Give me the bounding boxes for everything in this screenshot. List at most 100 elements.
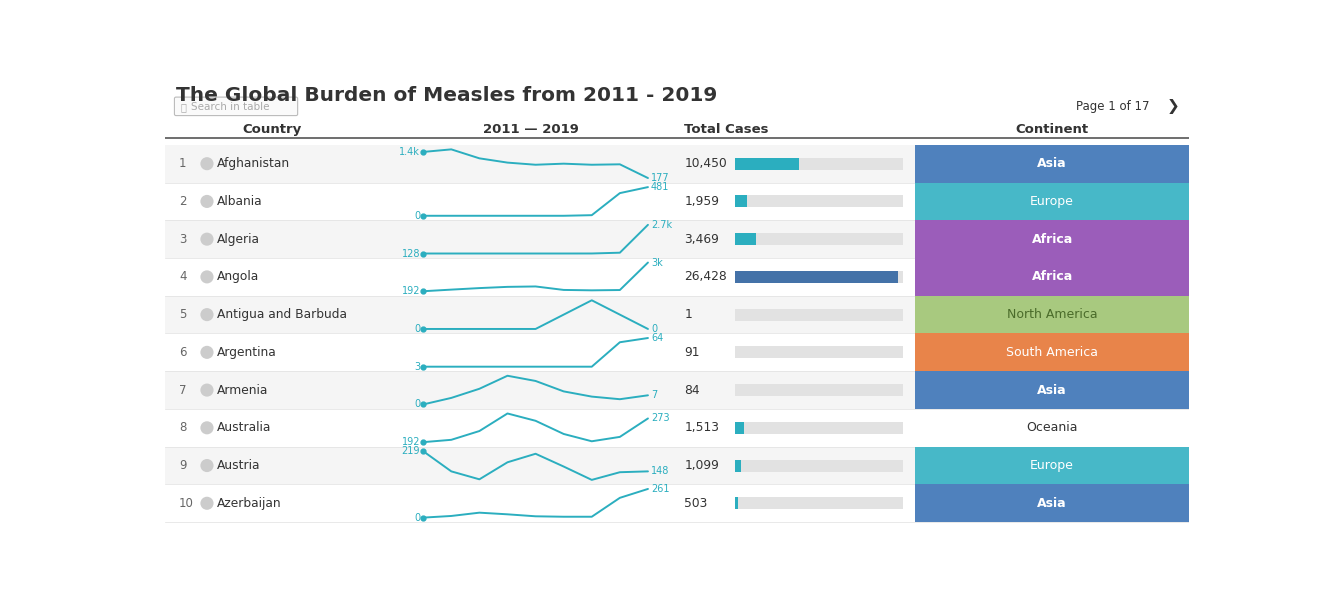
Bar [915, 447, 1189, 485]
Text: 261: 261 [651, 484, 670, 494]
Bar [734, 158, 904, 170]
Bar [165, 258, 1189, 296]
Text: 10: 10 [180, 497, 194, 510]
Text: Europe: Europe [1030, 195, 1074, 208]
Text: 26,428: 26,428 [684, 271, 727, 284]
Bar [734, 384, 904, 396]
Text: Africa: Africa [1032, 271, 1073, 284]
Text: Algeria: Algeria [217, 233, 260, 246]
Text: Asia: Asia [1037, 384, 1067, 397]
Bar [165, 183, 1189, 220]
Text: Antigua and Barbuda: Antigua and Barbuda [217, 308, 347, 321]
Circle shape [201, 384, 214, 397]
Text: 481: 481 [651, 182, 670, 192]
Bar [734, 497, 904, 509]
Text: Search in table: Search in table [192, 102, 269, 112]
Text: Austria: Austria [217, 459, 260, 472]
Circle shape [201, 308, 214, 321]
Bar [915, 258, 1189, 296]
Bar [915, 296, 1189, 333]
Text: 1,513: 1,513 [684, 421, 720, 434]
Text: ❯: ❯ [1166, 99, 1180, 114]
Text: Albania: Albania [217, 195, 263, 208]
Circle shape [201, 233, 214, 246]
Text: South America: South America [1007, 346, 1098, 359]
Text: 192: 192 [402, 437, 420, 447]
Text: 9: 9 [180, 459, 186, 472]
Bar [915, 145, 1189, 183]
Bar [915, 333, 1189, 371]
Text: 91: 91 [684, 346, 700, 359]
Bar [165, 485, 1189, 522]
Text: 192: 192 [402, 286, 420, 296]
Text: Australia: Australia [217, 421, 271, 434]
Text: Country: Country [243, 124, 303, 137]
Bar [165, 409, 1189, 447]
Bar [734, 233, 756, 245]
Text: 1: 1 [684, 308, 692, 321]
Text: 2: 2 [180, 195, 186, 208]
Bar [734, 196, 904, 207]
Text: 8: 8 [180, 421, 186, 434]
Bar [734, 196, 746, 207]
Bar [915, 220, 1189, 258]
Bar [165, 447, 1189, 485]
Text: 7: 7 [651, 390, 658, 400]
Text: Europe: Europe [1030, 459, 1074, 472]
Bar [165, 333, 1189, 371]
Bar [734, 460, 904, 472]
Text: 1.4k: 1.4k [399, 147, 420, 157]
Text: 6: 6 [180, 346, 186, 359]
Text: Afghanistan: Afghanistan [217, 157, 291, 170]
Text: 7: 7 [180, 384, 186, 397]
Text: 3k: 3k [651, 258, 663, 268]
Bar [734, 271, 904, 283]
FancyBboxPatch shape [174, 97, 297, 116]
Bar [734, 497, 737, 509]
Text: 5: 5 [180, 308, 186, 321]
Text: 128: 128 [402, 248, 420, 258]
Bar [915, 183, 1189, 220]
Bar [915, 371, 1189, 409]
Bar [734, 422, 904, 434]
Text: 148: 148 [651, 466, 670, 476]
Text: 84: 84 [684, 384, 700, 397]
Text: Oceania: Oceania [1026, 421, 1078, 434]
Bar [734, 158, 799, 170]
Text: Asia: Asia [1037, 157, 1067, 170]
Text: Armenia: Armenia [217, 384, 268, 397]
Text: 0: 0 [413, 512, 420, 522]
Circle shape [201, 496, 214, 510]
Bar [165, 220, 1189, 258]
Text: 219: 219 [402, 446, 420, 456]
Bar [734, 271, 898, 283]
Text: The Global Burden of Measles from 2011 - 2019: The Global Burden of Measles from 2011 -… [176, 86, 717, 105]
Text: 10,450: 10,450 [684, 157, 727, 170]
Text: Asia: Asia [1037, 497, 1067, 510]
Circle shape [201, 421, 214, 434]
Text: Angola: Angola [217, 271, 259, 284]
Text: Azerbaijan: Azerbaijan [217, 497, 281, 510]
Bar [734, 233, 904, 245]
Bar [734, 460, 741, 472]
Circle shape [201, 270, 214, 284]
Text: Argentina: Argentina [217, 346, 277, 359]
Text: 3: 3 [413, 362, 420, 372]
Text: Total Cases: Total Cases [684, 124, 769, 137]
Bar [165, 371, 1189, 409]
Text: Africa: Africa [1032, 233, 1073, 246]
Circle shape [201, 195, 214, 208]
Text: 0: 0 [413, 400, 420, 410]
Circle shape [201, 459, 214, 472]
Text: 503: 503 [684, 497, 708, 510]
Text: 1,959: 1,959 [684, 195, 720, 208]
Circle shape [201, 157, 214, 170]
Bar [734, 309, 904, 321]
Text: North America: North America [1007, 308, 1098, 321]
Bar [915, 485, 1189, 522]
Text: 0: 0 [651, 324, 657, 334]
Bar [165, 145, 1189, 183]
Text: Page 1 of 17: Page 1 of 17 [1075, 100, 1149, 113]
Bar [734, 346, 904, 358]
Text: 2.7k: 2.7k [651, 220, 672, 230]
